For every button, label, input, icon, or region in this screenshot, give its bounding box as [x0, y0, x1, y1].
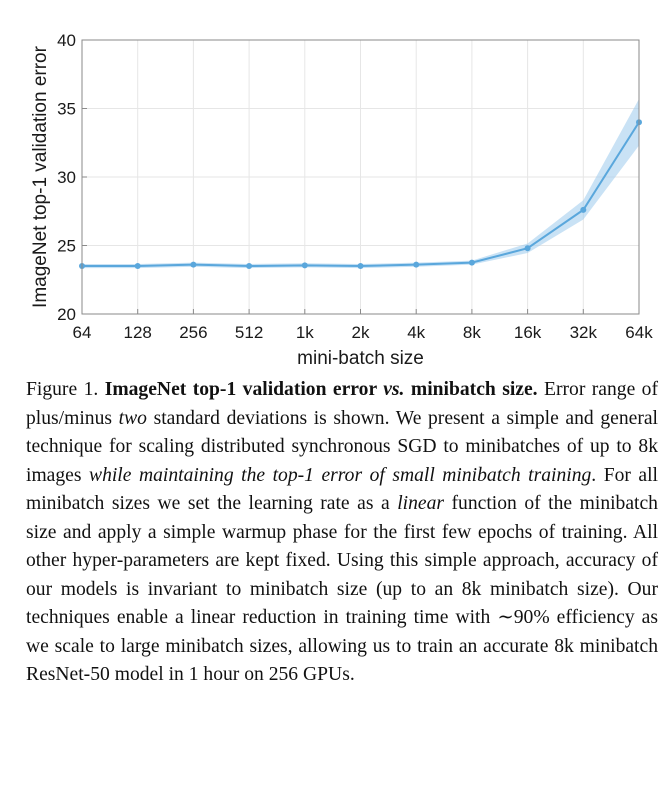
caption-title: ImageNet top-1 validation error vs. mini…: [104, 379, 538, 400]
x-tick-label: 8k: [463, 323, 481, 342]
x-tick-label: 16k: [514, 323, 542, 342]
x-tick-labels: 64 128 256 512 1k 2k 4k 8k 16k 32k 64k: [73, 309, 653, 342]
x-tick-label: 32k: [570, 323, 598, 342]
figure-caption: Figure 1. ImageNet top-1 validation erro…: [26, 379, 658, 685]
data-point: [134, 263, 141, 270]
x-tick-label: 1k: [296, 323, 314, 342]
x-tick-label: 64k: [625, 323, 653, 342]
gridlines: [81, 39, 640, 315]
y-tick-label: 40: [57, 31, 76, 50]
x-tick-label: 512: [235, 323, 263, 342]
data-point: [357, 263, 364, 270]
y-tick-label: 35: [57, 100, 76, 119]
data-point: [580, 206, 587, 213]
caption-label: Figure 1.: [26, 379, 99, 400]
data-point: [468, 259, 475, 266]
y-tick-labels: 20 25 30 35 40: [57, 31, 87, 324]
y-tick-label: 25: [57, 237, 76, 256]
chart: 64 128 256 512 1k 2k 4k 8k 16k 32k 64k 2025303540 …: [30, 31, 653, 369]
x-tick-label: 128: [124, 323, 152, 342]
x-tick-label: 256: [179, 323, 207, 342]
data-point: [246, 263, 253, 270]
data-point: [413, 261, 420, 268]
y-tick-label: 20: [57, 305, 76, 324]
y-tick-label: 30: [57, 168, 76, 187]
data-point: [301, 262, 308, 269]
x-tick-label: 64: [73, 323, 92, 342]
data-point: [524, 245, 531, 252]
x-tick-label: 2k: [352, 323, 370, 342]
data-point: [190, 261, 197, 268]
data-points: [79, 119, 642, 270]
y-axis-title: ImageNet top-1 validation error: [30, 45, 51, 308]
x-tick-label: 4k: [407, 323, 425, 342]
x-axis-title: mini-batch size: [297, 348, 424, 369]
